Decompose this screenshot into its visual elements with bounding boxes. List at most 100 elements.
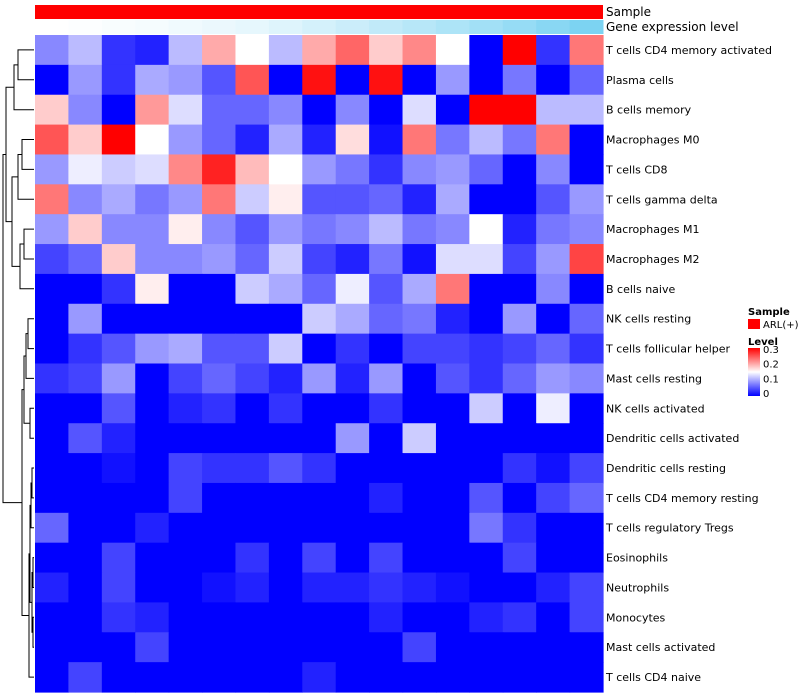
heatmap-cell <box>135 303 170 335</box>
heatmap-cell <box>369 184 404 215</box>
heatmap-cell <box>68 363 103 394</box>
heatmap-cell <box>135 662 170 693</box>
heatmap-cell <box>435 542 470 574</box>
heatmap-cell <box>402 512 437 544</box>
heatmap-cell <box>369 363 404 394</box>
heatmap-cell <box>202 512 237 544</box>
heatmap-cell <box>335 453 370 484</box>
heatmap-cell <box>168 602 203 633</box>
heatmap-cell <box>569 154 604 185</box>
heatmap-cell <box>369 214 404 245</box>
gene-level-annotation-label: Gene expression level <box>606 20 739 34</box>
heatmap-cell <box>335 35 370 66</box>
heatmap-cell <box>435 35 470 66</box>
heatmap-cell <box>235 154 270 185</box>
heatmap-cell <box>268 333 303 365</box>
heatmap-cell <box>335 333 370 365</box>
heatmap-cell <box>68 512 103 544</box>
heatmap-cell <box>569 393 604 424</box>
heatmap-cell <box>335 184 370 215</box>
heatmap-cell <box>235 64 270 96</box>
heatmap-cell <box>235 632 270 663</box>
dendrogram-branch <box>32 616 34 648</box>
heatmap-cell <box>402 572 437 604</box>
heatmap-cell <box>35 453 70 484</box>
heatmap-cell <box>469 662 504 693</box>
row-label: T cells CD4 memory resting <box>605 492 759 505</box>
heatmap-cell <box>202 363 237 394</box>
heatmap-cell <box>235 184 270 215</box>
heatmap-cell <box>135 94 170 126</box>
heatmap-cell <box>35 64 70 96</box>
heatmap-cell <box>68 662 103 693</box>
heatmap-cell <box>469 64 504 96</box>
heatmap-cell <box>235 512 270 544</box>
row-label: Macrophages M2 <box>606 253 699 266</box>
heatmap-cell <box>502 214 537 245</box>
heatmap-cell <box>402 124 437 156</box>
heatmap-cell <box>469 333 504 365</box>
heatmap-cell <box>101 244 136 275</box>
dendrogram-branch <box>19 243 34 290</box>
heatmap-cell <box>101 35 136 66</box>
heatmap-cell <box>469 35 504 66</box>
heatmap-cell <box>536 602 571 633</box>
heatmap-cell <box>569 572 604 604</box>
heatmap-cell <box>302 453 337 484</box>
heatmap-cell <box>502 124 537 156</box>
heatmap-cell <box>235 124 270 156</box>
heatmap-cell <box>35 244 70 275</box>
heatmap-cell <box>402 482 437 514</box>
heatmap-cell <box>536 363 571 394</box>
heatmap-cell <box>101 542 136 574</box>
heatmap-cell <box>536 244 571 275</box>
heatmap-cell <box>268 35 303 66</box>
heatmap-cell <box>502 154 537 185</box>
heatmap-cell <box>435 214 470 245</box>
heatmap-cell <box>168 64 203 96</box>
heatmap-cell <box>369 512 404 544</box>
heatmap-cell <box>268 214 303 245</box>
heatmap-cell <box>469 303 504 335</box>
heatmap-cell <box>402 35 437 66</box>
heatmap-cell <box>536 64 571 96</box>
heatmap-cell <box>335 632 370 663</box>
heatmap-cell <box>235 662 270 693</box>
heatmap-cell <box>302 393 337 424</box>
heatmap-cell <box>469 572 504 604</box>
heatmap-cell <box>135 542 170 574</box>
heatmap-cell <box>168 542 203 574</box>
gene-level-annotation-cell <box>202 20 236 34</box>
heatmap-cell <box>302 602 337 633</box>
heatmap-cell <box>268 154 303 185</box>
row-label: Macrophages M0 <box>606 134 699 147</box>
heatmap-cell <box>168 273 203 305</box>
heatmap-cell <box>35 184 70 215</box>
gene-level-annotation-cell <box>369 20 404 34</box>
heatmap-cell <box>302 662 337 693</box>
heatmap-cell <box>402 184 437 215</box>
heatmap-cell <box>68 35 103 66</box>
heatmap-cell <box>268 273 303 305</box>
heatmap-cell <box>569 35 604 66</box>
heatmap-cell <box>435 184 470 215</box>
heatmap-cell <box>135 64 170 96</box>
heatmap-cell <box>35 632 70 663</box>
heatmap-cell <box>302 154 337 185</box>
heatmap-cell <box>502 572 537 604</box>
heatmap-cell <box>135 244 170 275</box>
heatmap-cell <box>202 393 237 424</box>
heatmap-cell <box>536 303 571 335</box>
heatmap-cell <box>502 632 537 663</box>
row-label: Macrophages M1 <box>606 223 699 236</box>
heatmap-cell <box>369 453 404 484</box>
gene-level-annotation-cell <box>101 20 136 34</box>
heatmap-cell <box>536 273 571 305</box>
heatmap-cell <box>435 453 470 484</box>
heatmap-cell <box>35 393 70 424</box>
heatmap-cell <box>168 632 203 663</box>
heatmap-cell <box>202 453 237 484</box>
heatmap-cell <box>502 184 537 215</box>
row-label: Monocytes <box>606 611 666 624</box>
